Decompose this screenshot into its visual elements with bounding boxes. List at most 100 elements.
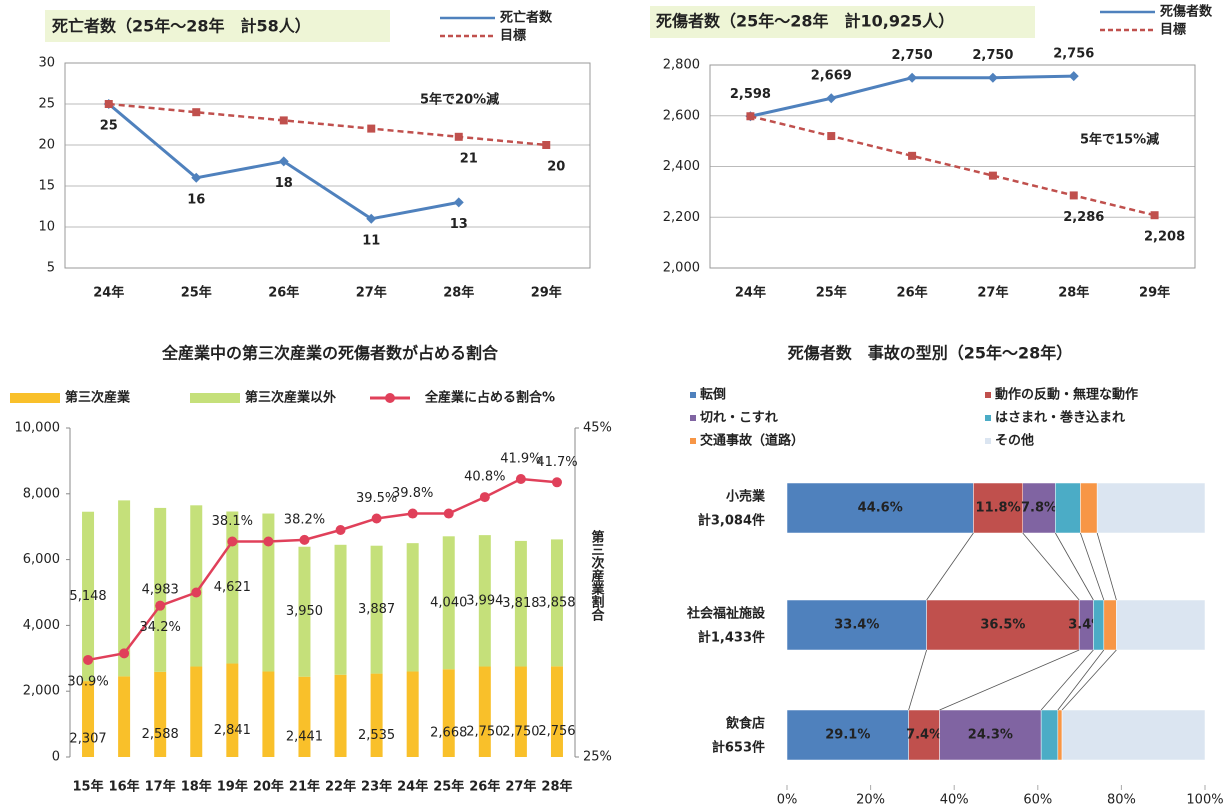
data-label: 2,535: [358, 728, 395, 743]
data-label: 34.2%: [140, 620, 181, 635]
legend-swatch: [385, 393, 395, 403]
data-label: 44.6%: [858, 501, 903, 516]
y-tick-label: 20: [38, 138, 55, 153]
bar-segment: [1022, 482, 1056, 534]
series-line: [87, 477, 558, 662]
x-tick-label: 25年: [181, 285, 212, 301]
data-label: 2,307: [69, 732, 106, 747]
bar-segment: [514, 540, 527, 667]
chart-title: 死亡者数（25年～28年 計58人）: [52, 17, 311, 36]
point: [453, 197, 464, 208]
legend-label: 目標: [1160, 22, 1186, 38]
y-tick-label: 30: [38, 56, 55, 71]
connector: [1022, 532, 1080, 601]
point: [104, 100, 113, 108]
bar-segment: [786, 709, 909, 761]
point: [443, 508, 454, 519]
point: [366, 213, 377, 224]
point: [988, 171, 997, 180]
legend-swatch: [985, 415, 991, 421]
bar-segment: [334, 674, 347, 757]
data-label: 18: [275, 176, 293, 191]
legend-label: 死傷者数: [1160, 4, 1213, 20]
bar-segment: [118, 676, 131, 757]
chart-title: 全産業中の第三次産業の死傷者数が占める割合: [161, 344, 499, 363]
point: [551, 477, 562, 488]
legend-swatch: [690, 438, 696, 444]
bar-segment: [118, 500, 131, 677]
point: [279, 116, 288, 125]
connector: [939, 649, 1080, 711]
point: [119, 648, 130, 659]
bar-segment: [1103, 599, 1117, 651]
bar-segment: [550, 539, 563, 667]
x-tick-label: 15年: [72, 779, 103, 795]
bar-segment: [1080, 482, 1098, 534]
point: [227, 536, 238, 547]
x-tick-label: 24年: [397, 779, 428, 795]
data-label: 29.1%: [825, 728, 870, 743]
bar-segment: [298, 546, 311, 677]
legend-label: はさまれ・巻き込まれ: [995, 410, 1125, 426]
x-tick-label: 26年: [469, 779, 500, 795]
point: [367, 124, 376, 133]
bar-segment: [786, 482, 974, 534]
legend-label: 交通事故（道路）: [700, 433, 804, 449]
data-label: 5,148: [69, 589, 106, 604]
data-label: 2,588: [142, 727, 179, 742]
annotation: 5年で20%減: [420, 92, 499, 108]
y-tick-label: 2,000: [663, 261, 700, 276]
point: [1150, 211, 1159, 220]
bar-segment: [190, 666, 203, 757]
x-tick-label: 24年: [735, 285, 766, 301]
point: [1068, 71, 1079, 82]
connector: [1057, 649, 1105, 711]
bar-segment: [550, 666, 563, 757]
data-label: 33.4%: [834, 618, 879, 633]
bar-segment: [226, 663, 239, 757]
data-label: 39.5%: [356, 491, 397, 506]
bar-segment: [478, 666, 491, 757]
point: [263, 536, 274, 547]
data-label: 3,950: [286, 604, 323, 619]
category-note: 計653件: [712, 740, 765, 756]
data-label: 41.9%: [500, 451, 541, 466]
y-tick-label: 2,200: [663, 210, 700, 225]
data-label: 2,750: [502, 724, 539, 739]
bar-segment: [1116, 599, 1206, 651]
x-tick-label: 21年: [289, 779, 320, 795]
legend-label: 死亡者数: [500, 10, 553, 26]
y-tick-label: 10,000: [15, 421, 61, 436]
x-tick-label: 27年: [356, 285, 387, 301]
data-label: 2,756: [538, 724, 575, 739]
bar-segment: [908, 709, 940, 761]
bar-segment: [786, 599, 927, 651]
y-tick-label: 2,800: [663, 58, 700, 73]
data-label: 24.3%: [968, 728, 1013, 743]
legend-swatch: [10, 393, 60, 403]
data-label: 38.1%: [212, 514, 253, 529]
x-tick-label: 28年: [1058, 285, 1089, 301]
bar-segment: [262, 513, 275, 672]
x-tick-label: 24年: [93, 285, 124, 301]
bar-segment: [154, 671, 167, 757]
y-tick-label: 8,000: [23, 486, 60, 501]
point: [479, 492, 490, 503]
data-label: 25: [100, 119, 118, 134]
point: [542, 141, 551, 149]
data-label: 2,750: [466, 724, 503, 739]
legend-label: 目標: [500, 28, 526, 44]
x-tick-label: 26年: [897, 285, 928, 301]
chart-title: 死傷者数（25年～28年 計10,925人）: [656, 12, 954, 31]
legend-swatch: [690, 415, 696, 421]
legend-label: 全産業に占める割合%: [424, 390, 555, 406]
x-tick-label: 27年: [977, 285, 1008, 301]
bar-segment: [973, 482, 1024, 534]
y-tick-label: 10: [38, 220, 55, 235]
bar-segment: [1096, 482, 1206, 534]
x-tick-label: 19年: [217, 779, 248, 795]
y-tick-label: 25: [38, 97, 55, 112]
data-label: 2,750: [892, 48, 933, 63]
x-tick-label: 16年: [109, 779, 140, 795]
